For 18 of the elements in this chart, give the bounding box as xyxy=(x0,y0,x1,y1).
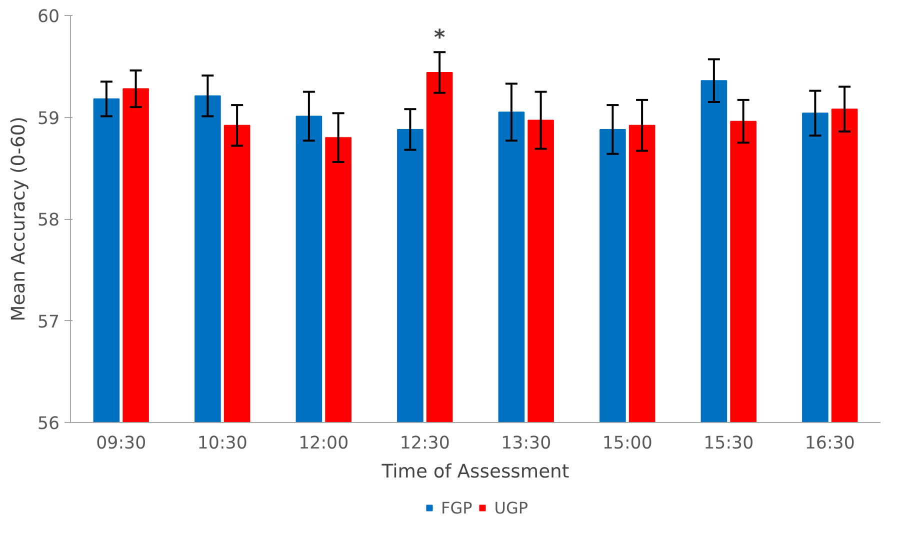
y-tick-label: 59 xyxy=(37,108,60,129)
annotation: * xyxy=(434,26,446,51)
y-tick-label: 60 xyxy=(37,7,60,27)
legend-label: UGP xyxy=(494,498,528,517)
x-tick-label: 15:00 xyxy=(602,434,652,454)
x-tick-label: 12:00 xyxy=(298,434,349,454)
legend-label: FGP xyxy=(440,498,472,517)
x-axis-title: Time of Assessment xyxy=(380,462,570,482)
y-axis-title: Mean Accuracy (0-60) xyxy=(8,116,30,322)
y-tick-label: 58 xyxy=(37,210,60,230)
x-tick-label: 12:30 xyxy=(400,434,450,454)
x-tick-label: 16:30 xyxy=(804,434,855,454)
x-tick-label: 13:30 xyxy=(501,434,552,454)
y-tick-label: 57 xyxy=(37,312,60,332)
x-tick-label: 15:30 xyxy=(704,434,754,454)
y-tick-label: 56 xyxy=(37,414,60,434)
x-tick-label: 09:30 xyxy=(96,434,146,454)
x-tick-label: 10:30 xyxy=(197,434,248,454)
